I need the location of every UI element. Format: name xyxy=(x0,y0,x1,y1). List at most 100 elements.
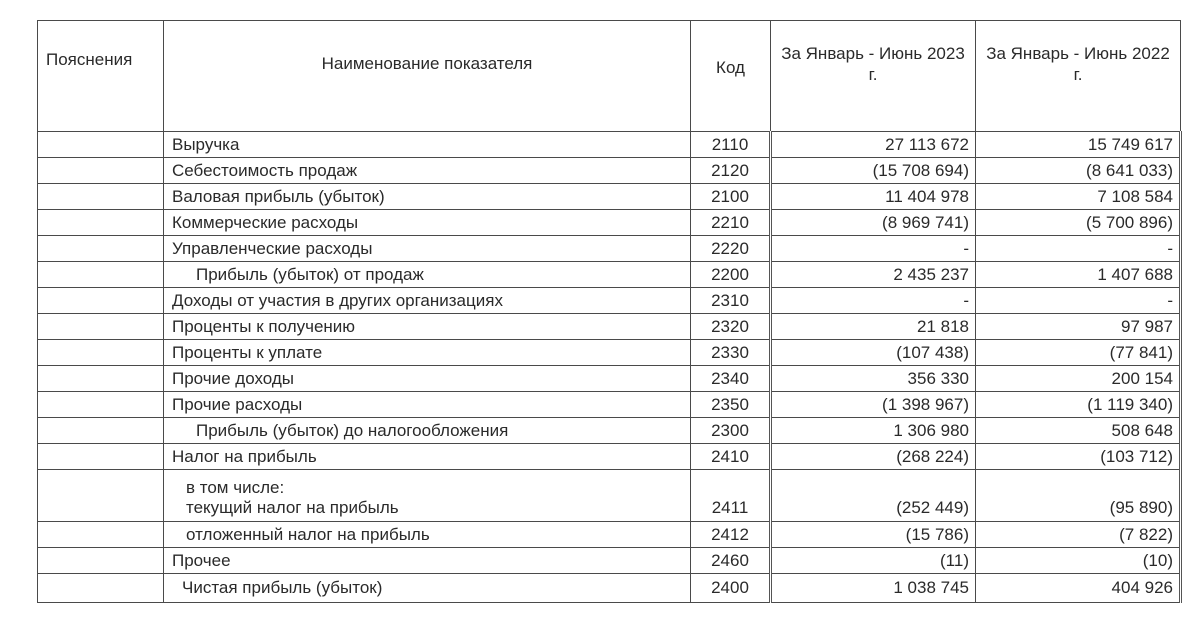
value-2023: (8 969 741) xyxy=(769,209,976,236)
notes-cell xyxy=(37,521,164,548)
table-row: Прибыль (убыток) до налогообложения 2300 1… xyxy=(37,417,1182,444)
row-code: 2200 xyxy=(690,261,771,288)
table-row: Коммерческие расходы 2210 (8 969 741) (5 70… xyxy=(37,209,1182,236)
value-2023: 1 306 980 xyxy=(769,417,976,444)
value-2023: 27 113 672 xyxy=(769,131,976,158)
value-2023: (268 224) xyxy=(769,443,976,470)
row-code: 2100 xyxy=(690,183,771,210)
table-row: Прочее 2460 (11) (10) xyxy=(37,547,1182,574)
row-code: 2330 xyxy=(690,339,771,366)
value-2023: - xyxy=(769,287,976,314)
row-code: 2460 xyxy=(690,547,771,574)
row-name: Налог на прибыль xyxy=(163,443,691,470)
value-2022: - xyxy=(975,287,1182,314)
value-2022: 404 926 xyxy=(975,573,1182,603)
value-2022: (77 841) xyxy=(975,339,1182,366)
value-2023: (252 449) xyxy=(769,469,976,522)
row-name: Управленческие расходы xyxy=(163,235,691,262)
row-code: 2120 xyxy=(690,157,771,184)
row-name: Коммерческие расходы xyxy=(163,209,691,236)
table-row: Выручка 2110 27 113 672 15 749 617 xyxy=(37,131,1182,158)
table-row: Проценты к получению 2320 21 818 97 987 xyxy=(37,313,1182,340)
table-row: Проценты к уплате 2330 (107 438) (77 841) xyxy=(37,339,1182,366)
row-code: 2220 xyxy=(690,235,771,262)
value-2023: 356 330 xyxy=(769,365,976,392)
header-code: Код xyxy=(690,20,771,132)
table-row: в том числе: текущий налог на прибыль 241… xyxy=(37,469,1182,522)
value-2022: (7 822) xyxy=(975,521,1182,548)
value-2023: (1 398 967) xyxy=(769,391,976,418)
value-2022: (103 712) xyxy=(975,443,1182,470)
table-row: Прибыль (убыток) от продаж 2200 2 435 237 1… xyxy=(37,261,1182,288)
table-row: Управленческие расходы 2220- - xyxy=(37,235,1182,262)
table-row: Прочие расходы 2350 (1 398 967) (1 119 340) xyxy=(37,391,1182,418)
value-2023: - xyxy=(769,235,976,262)
notes-cell xyxy=(37,417,164,444)
value-2022: - xyxy=(975,235,1182,262)
row-name: Себестоимость продаж xyxy=(163,157,691,184)
row-name: Прибыль (убыток) от продаж xyxy=(163,261,691,288)
row-code: 2320 xyxy=(690,313,771,340)
header-notes: Пояснения xyxy=(37,20,164,132)
row-name: Выручка xyxy=(163,131,691,158)
table-row: Валовая прибыль (убыток) 2100 11 404 978 7 … xyxy=(37,183,1182,210)
value-2023: 2 435 237 xyxy=(769,261,976,288)
row-name: Доходы от участия в других организациях xyxy=(163,287,691,314)
value-2022: 200 154 xyxy=(975,365,1182,392)
value-2022: 508 648 xyxy=(975,417,1182,444)
notes-cell xyxy=(37,209,164,236)
notes-cell xyxy=(37,131,164,158)
value-2022: 97 987 xyxy=(975,313,1182,340)
value-2022: 15 749 617 xyxy=(975,131,1182,158)
notes-cell xyxy=(37,573,164,603)
row-code: 2310 xyxy=(690,287,771,314)
notes-cell xyxy=(37,469,164,522)
row-code: 2210 xyxy=(690,209,771,236)
table-row: отложенный налог на прибыль 2412 (15 786)(… xyxy=(37,521,1182,548)
row-name: отложенный налог на прибыль xyxy=(163,521,691,548)
value-2023: (15 786) xyxy=(769,521,976,548)
row-code: 2300 xyxy=(690,417,771,444)
value-2023: 21 818 xyxy=(769,313,976,340)
row-name: Прочее xyxy=(163,547,691,574)
row-name: Прочие расходы xyxy=(163,391,691,418)
value-2022: (95 890) xyxy=(975,469,1182,522)
financial-results-table: Пояснения Наименование показателя Код За… xyxy=(37,20,1182,603)
row-code: 2411 xyxy=(690,469,771,522)
value-2022: (5 700 896) xyxy=(975,209,1182,236)
row-code: 2400 xyxy=(690,573,771,603)
value-2022: (8 641 033) xyxy=(975,157,1182,184)
row-name: Чистая прибыль (убыток) xyxy=(163,573,691,603)
value-2023: (107 438) xyxy=(769,339,976,366)
notes-cell xyxy=(37,339,164,366)
notes-cell xyxy=(37,391,164,418)
header-period-2022: За Январь - Июнь 2022 г. xyxy=(975,20,1181,132)
row-name: Прибыль (убыток) до налогообложения xyxy=(163,417,691,444)
value-2022: 1 407 688 xyxy=(975,261,1182,288)
notes-cell xyxy=(37,157,164,184)
row-code: 2412 xyxy=(690,521,771,548)
notes-cell xyxy=(37,235,164,262)
row-code: 2110 xyxy=(690,131,771,158)
table-row: Налог на прибыль 2410 (268 224) (103 712) xyxy=(37,443,1182,470)
notes-cell xyxy=(37,313,164,340)
header-period-2023: За Январь - Июнь 2023 г. xyxy=(770,20,976,132)
table-row: Чистая прибыль (убыток) 2400 1 038 745 404 … xyxy=(37,573,1182,603)
table-row: Прочие доходы 2340 356 330 200 154 xyxy=(37,365,1182,392)
row-code: 2340 xyxy=(690,365,771,392)
value-2023: (15 708 694) xyxy=(769,157,976,184)
row-name: Прочие доходы xyxy=(163,365,691,392)
value-2022: (10) xyxy=(975,547,1182,574)
value-2022: (1 119 340) xyxy=(975,391,1182,418)
notes-cell xyxy=(37,365,164,392)
table-row: Себестоимость продаж 2120 (15 708 694) (8 6… xyxy=(37,157,1182,184)
value-2023: (11) xyxy=(769,547,976,574)
row-code: 2410 xyxy=(690,443,771,470)
notes-cell xyxy=(37,183,164,210)
value-2023: 11 404 978 xyxy=(769,183,976,210)
row-code: 2350 xyxy=(690,391,771,418)
value-2022: 7 108 584 xyxy=(975,183,1182,210)
value-2023: 1 038 745 xyxy=(769,573,976,603)
row-name: Проценты к уплате xyxy=(163,339,691,366)
row-name: Валовая прибыль (убыток) xyxy=(163,183,691,210)
